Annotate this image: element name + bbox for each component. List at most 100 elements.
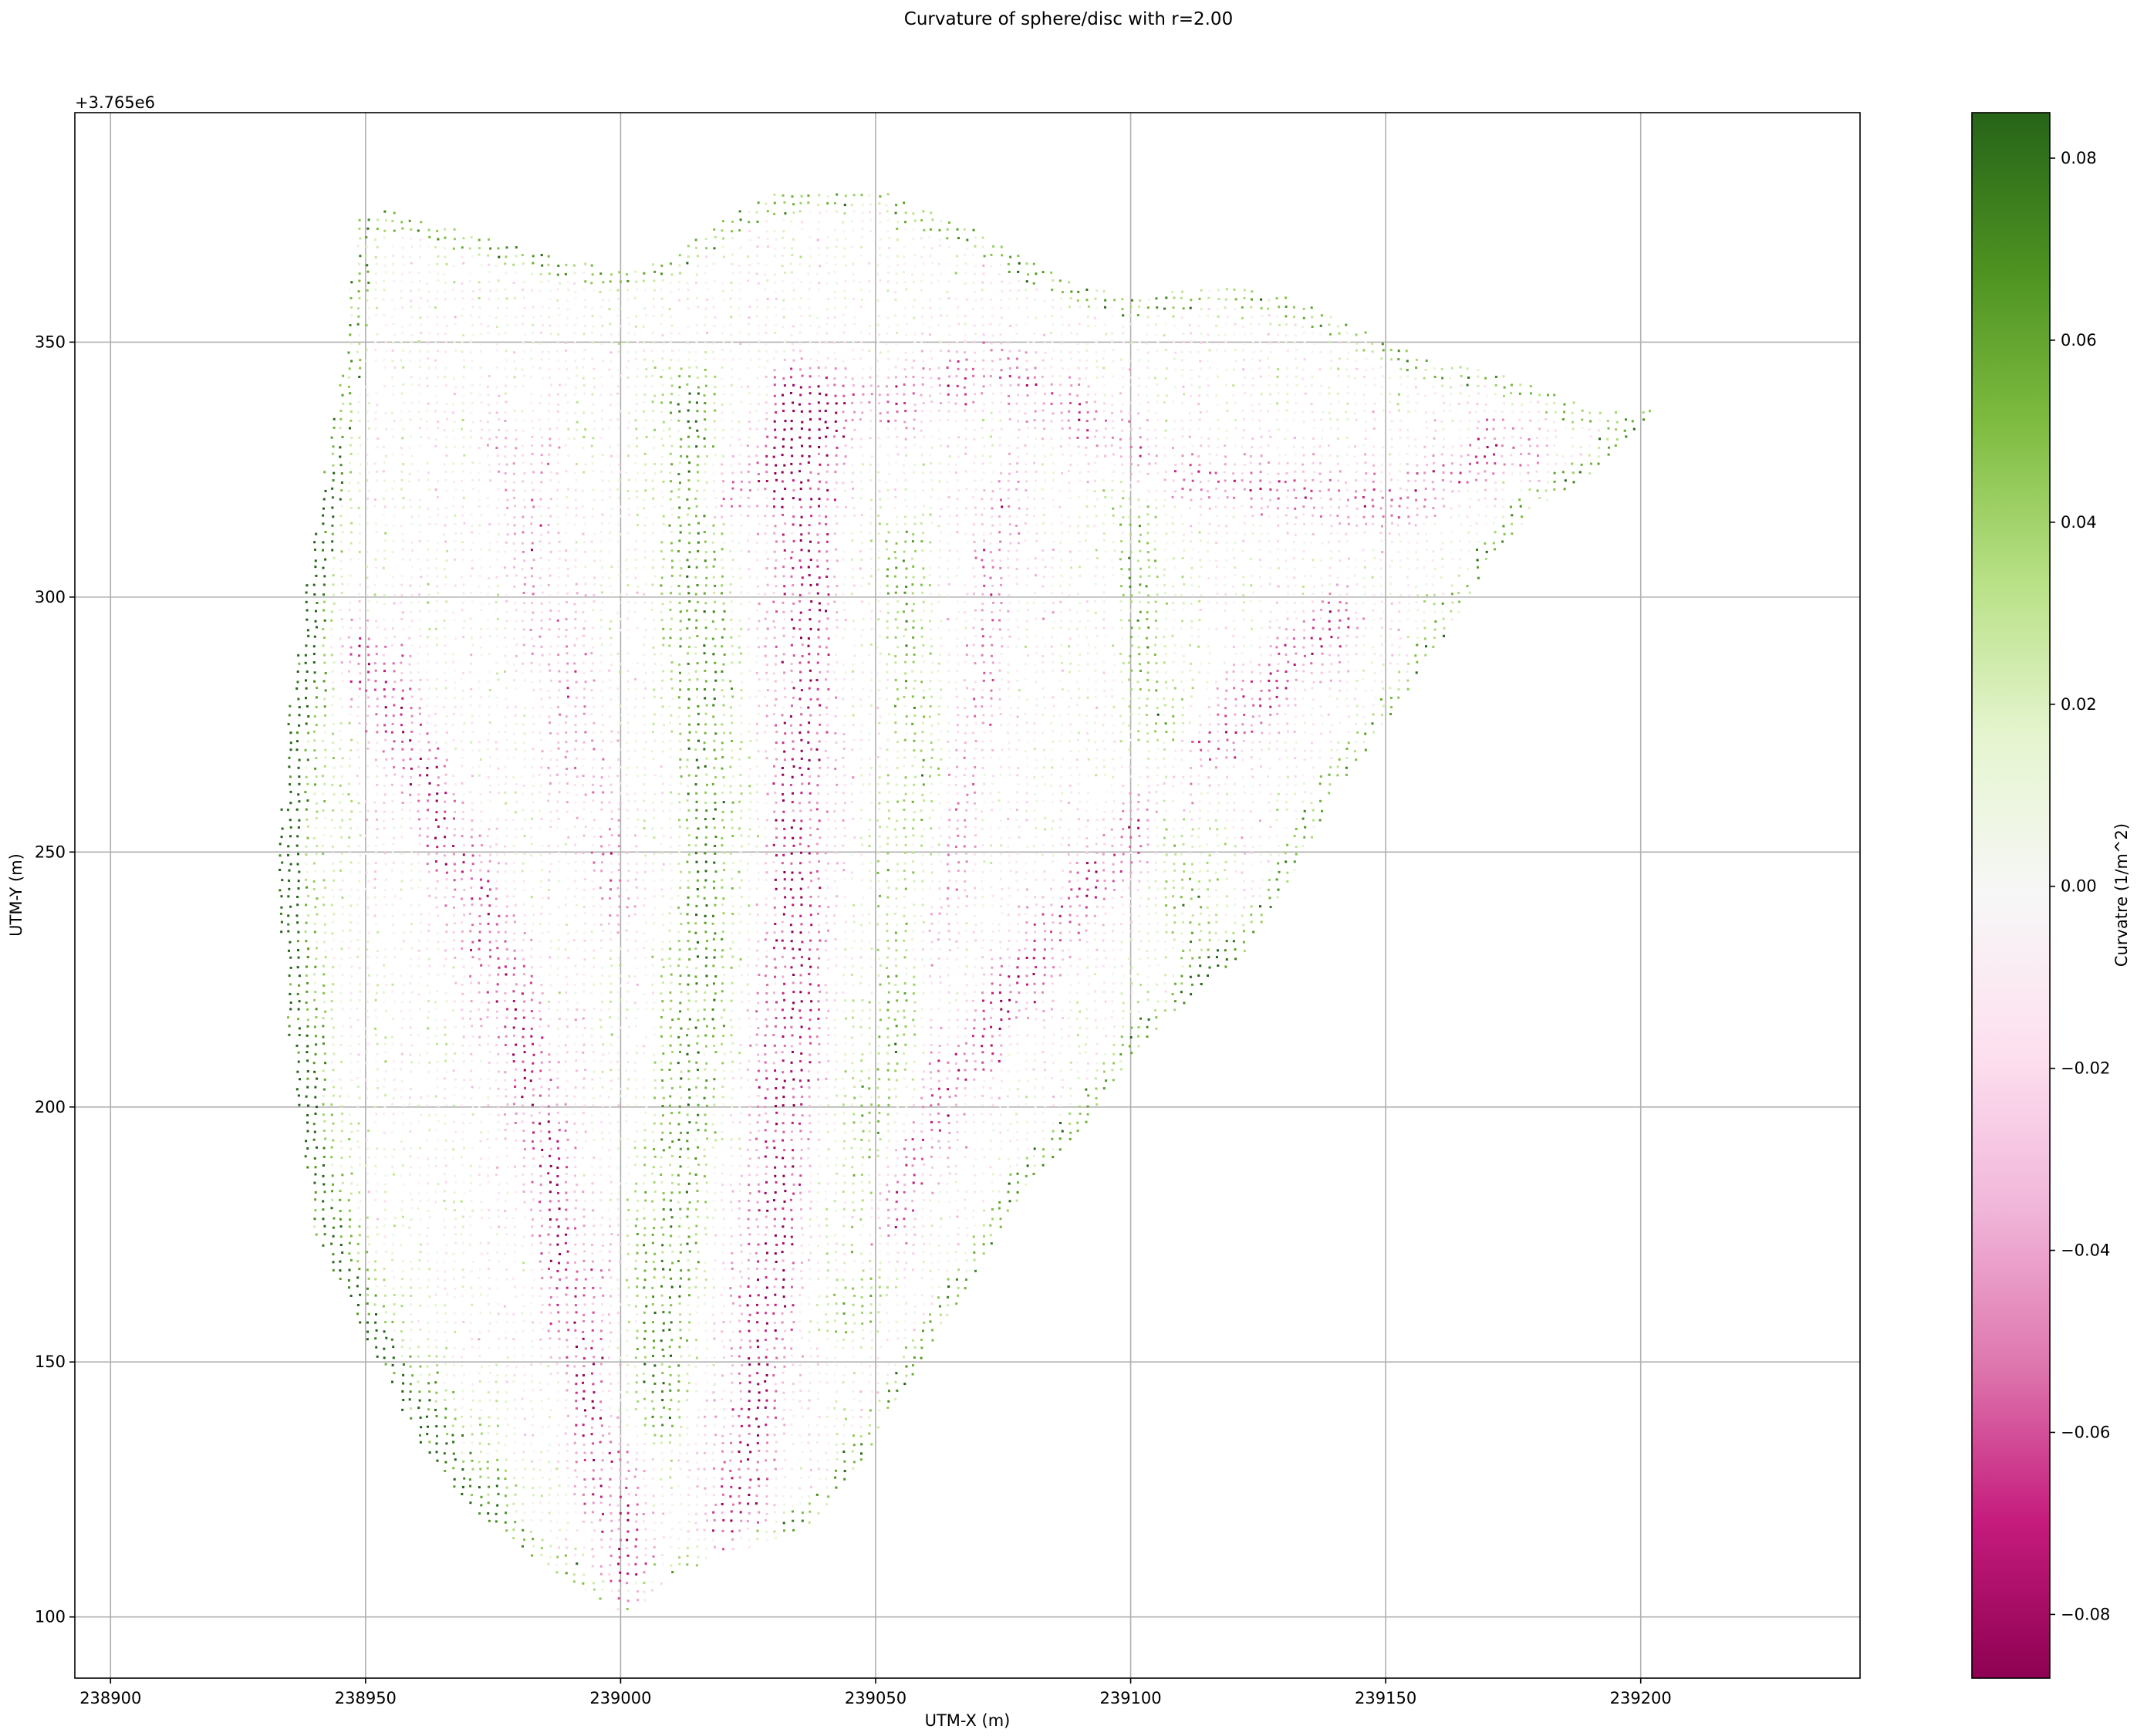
curvature-point — [662, 1562, 664, 1565]
curvature-point — [532, 1510, 535, 1513]
curvature-point — [435, 1312, 438, 1315]
curvature-point — [339, 1086, 343, 1089]
curvature-point — [876, 1131, 879, 1134]
curvature-point — [947, 1061, 950, 1064]
curvature-point — [765, 1001, 768, 1004]
curvature-point — [522, 1545, 524, 1548]
curvature-point — [781, 1467, 784, 1470]
curvature-point — [582, 1424, 585, 1427]
curvature-point — [825, 1207, 829, 1211]
curvature-point — [818, 1061, 821, 1064]
curvature-point — [989, 1140, 992, 1142]
curvature-point — [591, 1372, 593, 1375]
curvature-point — [819, 1104, 822, 1107]
curvature-point — [549, 1469, 552, 1472]
curvature-point — [575, 1078, 578, 1081]
curvature-point — [513, 1165, 516, 1168]
curvature-point — [497, 1303, 500, 1305]
curvature-point — [738, 1189, 741, 1192]
curvature-point — [315, 1035, 317, 1038]
curvature-point — [453, 1374, 456, 1377]
curvature-point — [557, 1027, 560, 1030]
curvature-point — [635, 1182, 638, 1185]
curvature-point — [401, 1215, 404, 1218]
curvature-point — [531, 1380, 534, 1383]
curvature-point — [757, 1243, 760, 1246]
curvature-point — [538, 1111, 542, 1114]
curvature-point — [696, 1190, 699, 1192]
curvature-point — [573, 1218, 576, 1221]
curvature-point — [948, 1069, 951, 1072]
curvature-point — [462, 965, 465, 968]
curvature-point — [530, 1443, 532, 1446]
curvature-point — [522, 1389, 525, 1392]
curvature-point — [574, 1295, 577, 1298]
curvature-point — [463, 1147, 466, 1150]
curvature-point — [652, 1374, 655, 1377]
curvature-point — [529, 1313, 532, 1316]
curvature-point — [669, 1008, 672, 1011]
curvature-point — [1096, 958, 1099, 961]
curvature-point — [514, 1008, 517, 1011]
curvature-point — [1069, 1087, 1072, 1090]
curvature-point — [887, 1103, 890, 1106]
curvature-point — [842, 1381, 845, 1384]
curvature-point — [599, 1025, 603, 1028]
curvature-point — [859, 956, 863, 959]
curvature-point — [521, 992, 524, 995]
curvature-point — [582, 1243, 585, 1246]
curvature-point — [928, 974, 931, 978]
curvature-point — [790, 1433, 793, 1436]
curvature-point — [765, 1296, 767, 1299]
curvature-point — [522, 958, 525, 961]
curvature-point — [384, 1311, 387, 1314]
curvature-point — [625, 1268, 628, 1271]
curvature-point — [444, 991, 447, 995]
curvature-point — [462, 1052, 465, 1055]
curvature-point — [409, 1192, 412, 1195]
curvature-point — [408, 1096, 411, 1099]
curvature-point — [443, 1233, 446, 1236]
curvature-point — [989, 1113, 992, 1116]
curvature-point — [957, 1243, 960, 1246]
curvature-point — [660, 1582, 663, 1585]
curvature-point — [306, 981, 309, 985]
curvature-point — [860, 1138, 863, 1141]
curvature-point — [878, 1400, 881, 1403]
curvature-point — [573, 984, 576, 986]
curvature-point — [860, 1452, 863, 1455]
curvature-point — [453, 1312, 456, 1315]
curvature-point — [452, 1397, 455, 1400]
curvature-point — [774, 975, 776, 978]
curvature-point — [452, 1452, 455, 1455]
curvature-point — [548, 1094, 551, 1097]
curvature-point — [670, 1216, 674, 1219]
curvature-point — [896, 1260, 899, 1263]
curvature-point — [774, 1207, 777, 1211]
curvature-point — [775, 1243, 778, 1246]
curvature-point — [391, 1155, 394, 1158]
curvature-point — [704, 1233, 707, 1236]
curvature-point — [877, 1120, 880, 1123]
curvature-point — [782, 1086, 785, 1089]
curvature-point — [1095, 1096, 1098, 1099]
curvature-point — [350, 965, 353, 968]
curvature-point — [758, 1190, 761, 1193]
curvature-point — [1008, 1070, 1011, 1073]
curvature-point — [930, 1044, 933, 1046]
curvature-point — [471, 1146, 474, 1149]
curvature-point — [532, 1494, 535, 1497]
curvature-point — [991, 1180, 994, 1184]
curvature-point — [339, 1164, 343, 1167]
curvature-point — [965, 1018, 968, 1021]
curvature-point — [471, 1467, 474, 1471]
curvature-point — [392, 1017, 395, 1020]
curvature-point — [764, 1233, 767, 1236]
curvature-point — [574, 991, 577, 995]
curvature-point — [307, 947, 310, 951]
curvature-point — [625, 1477, 628, 1480]
curvature-point — [670, 1486, 673, 1489]
curvature-point — [471, 1209, 474, 1212]
curvature-point — [400, 1001, 403, 1004]
curvature-point — [653, 1053, 656, 1056]
